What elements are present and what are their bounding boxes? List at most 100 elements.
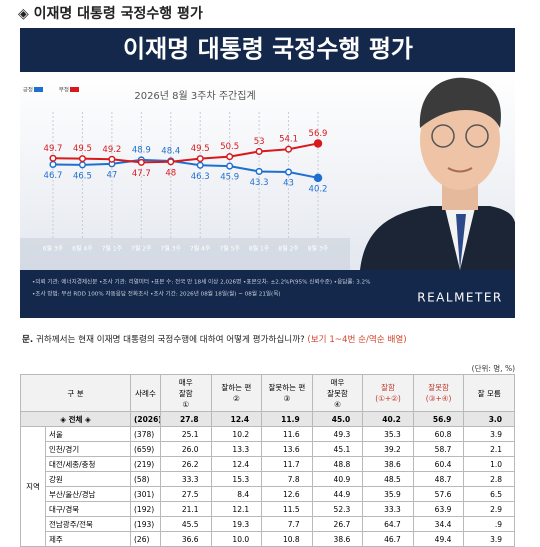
point xyxy=(78,155,86,163)
header-cell: 잘함 (①+②) xyxy=(362,374,414,412)
header-cell: 잘하는 편 ② xyxy=(210,374,263,412)
page-title: ◈ 이재명 대통령 국정수행 평가 xyxy=(18,6,203,22)
chart-title: 이재명 대통령 국정수행 평가 xyxy=(123,35,413,63)
point xyxy=(49,160,57,168)
total-cell: ◈ 전체 ◈ xyxy=(20,411,131,427)
header-cell: 매우 잘못함 ④ xyxy=(311,374,364,412)
header-line: 잘함 xyxy=(178,388,193,398)
data-row: 전남광주/전북 (193) 45.5 19.3 7.7 26.7 64.7 34.4.9 xyxy=(21,516,515,532)
total-cell: 12.4 xyxy=(210,411,263,427)
total-cell: 40.2 xyxy=(362,411,414,427)
data-cell: 33.3 xyxy=(160,471,212,487)
point xyxy=(49,154,57,162)
data-cell: 7.7 xyxy=(261,516,313,532)
point xyxy=(196,155,204,163)
group-cell: 지역 xyxy=(20,426,46,547)
total-cell: 45.0 xyxy=(311,411,364,427)
total-cell: (2026) xyxy=(130,411,161,427)
value-label: 47.7 xyxy=(132,169,151,179)
header-row: 구 분 사례수 매우 잘함 ① 잘하는 편 ② 잘못하는 편 ③ 매우 잘못함 ④ 잘함 (①+②) 잘못함… xyxy=(20,374,515,412)
data-cell: 3.9 xyxy=(463,531,515,547)
data-cell: .9 xyxy=(463,516,515,532)
data-cell: 44.9 xyxy=(311,486,364,502)
data-cell: 58.7 xyxy=(412,441,465,457)
header-cell: 사례수 xyxy=(130,374,161,412)
data-cell: 대구/경북 xyxy=(45,501,131,517)
header-line: (③+④) xyxy=(425,394,452,403)
value-label: 50.5 xyxy=(220,142,239,152)
x-tick-label: 7월 4주 xyxy=(190,245,211,253)
point xyxy=(137,158,145,166)
point xyxy=(167,158,175,166)
data-cell: 26.0 xyxy=(160,441,212,457)
results-table: 구 분 사례수 매우 잘함 ① 잘하는 편 ② 잘못하는 편 ③ 매우 잘못함 ④ 잘함 (①+②) 잘못함… xyxy=(20,374,515,547)
header-line: 사례수 xyxy=(135,388,156,398)
x-tick-label: 8월 1주 xyxy=(249,245,270,253)
value-label: 56.9 xyxy=(309,129,328,139)
data-cell: 60.4 xyxy=(412,456,465,472)
legend-swatch xyxy=(70,87,79,92)
data-cell: 전남광주/전북 xyxy=(45,516,131,532)
value-label: 46.3 xyxy=(191,172,210,182)
data-cell: 49.3 xyxy=(311,426,364,442)
header-line: 잘 모름 xyxy=(477,388,501,398)
data-cell: 63.9 xyxy=(412,501,465,517)
value-label: 40.2 xyxy=(309,184,328,194)
data-cell: 21.1 xyxy=(160,501,212,517)
point xyxy=(285,168,293,176)
data-cell: 7.8 xyxy=(261,471,313,487)
series-line xyxy=(52,158,319,179)
header-cell: 구 분 xyxy=(20,374,131,412)
data-cell: 48.7 xyxy=(412,471,465,487)
value-label: 45.9 xyxy=(220,173,239,183)
data-cell: 10.2 xyxy=(210,426,263,442)
header-line: 잘못함 xyxy=(428,383,449,392)
point xyxy=(196,161,204,169)
x-tick-label: 6월 4주 xyxy=(72,245,93,253)
data-cell: 인천/경기 xyxy=(45,441,131,457)
data-cell: 2.8 xyxy=(463,471,515,487)
value-label: 49.5 xyxy=(73,144,92,154)
banner-chart: 이재명 대통령 국정수행 평가 2026년 8월 3주차 주간집계 •의뢰 기관… xyxy=(20,28,515,318)
data-cell: (659) xyxy=(130,441,161,457)
header-line: (①+②) xyxy=(375,394,401,403)
point xyxy=(255,147,263,156)
footnote: •조사 방법: 무선 RDD 100% 자동응답 전화조사 •조사 기간: 20… xyxy=(32,290,281,298)
data-cell: 3.9 xyxy=(463,426,515,442)
header-line: 매우 xyxy=(178,377,193,387)
value-label: 46.5 xyxy=(73,171,92,181)
data-cell: 49.4 xyxy=(412,531,465,547)
x-tick-label: 7월 5주 xyxy=(219,245,240,253)
portrait xyxy=(360,77,515,270)
data-cell: 12.1 xyxy=(210,501,263,517)
data-cell: 45.5 xyxy=(160,516,212,532)
data-cell: 45.1 xyxy=(311,441,364,457)
value-label: 49.2 xyxy=(102,145,121,155)
header-line: 매우 xyxy=(330,377,345,387)
data-cell: (193) xyxy=(130,516,161,532)
data-cell: 26.7 xyxy=(311,516,364,532)
x-tick-label: 7월 2주 xyxy=(131,245,152,253)
data-cell: 26.2 xyxy=(160,456,212,472)
x-tick-label: 8월 3주 xyxy=(308,245,329,253)
data-cell: 40.9 xyxy=(311,471,364,487)
data-cell: 52.3 xyxy=(311,501,364,517)
data-cell: 60.8 xyxy=(412,426,465,442)
point xyxy=(255,167,263,175)
question-note: (보기 1~4번 순/역순 배열) xyxy=(307,335,407,345)
footnote: •의뢰 기관: 에너지경제신문 •조사 기관: 리얼미터 •표본 수: 전국 만… xyxy=(32,278,370,286)
data-row: 강원 (58) 33.3 15.3 7.8 40.9 48.5 48.7 2.8 xyxy=(21,471,515,487)
data-cell: 27.5 xyxy=(160,486,212,502)
data-cell: 46.7 xyxy=(362,531,414,547)
legend-label: 긍정 xyxy=(23,87,33,94)
chart-subtitle: 2026년 8월 3주차 주간집계 xyxy=(134,90,255,102)
data-cell: 대전/세종/충청 xyxy=(45,456,131,472)
value-label: 48.4 xyxy=(161,146,180,156)
x-tick-label: 7월 3주 xyxy=(160,245,181,253)
header-line: ① xyxy=(182,399,190,409)
value-label: 54.1 xyxy=(279,135,298,145)
header-line: 잘하는 편 xyxy=(221,383,252,392)
data-cell: 38.6 xyxy=(311,531,364,547)
logo: REALMETER xyxy=(417,291,503,305)
